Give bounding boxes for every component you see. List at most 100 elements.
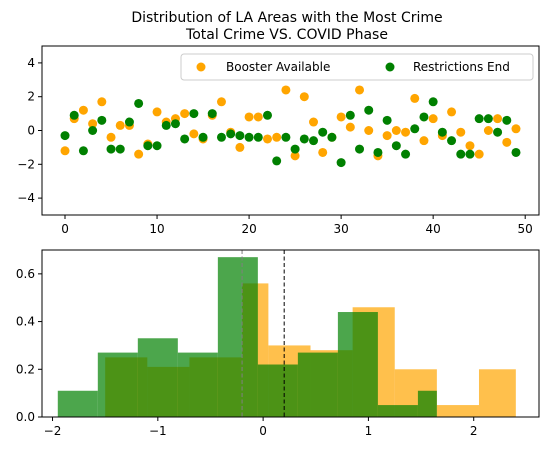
chart-title-line-2: Total Crime VS. COVID Phase (185, 27, 388, 43)
booster-hist-bar (478, 369, 516, 417)
restrictions-point (106, 144, 116, 154)
restrictions-point (511, 147, 521, 157)
restrictions-point (290, 144, 300, 154)
booster-point (299, 92, 309, 102)
restrictions-hist-bar (217, 257, 258, 417)
booster-point (401, 127, 411, 137)
booster-point (253, 112, 263, 122)
booster-point (483, 126, 493, 135)
restrictions-point (345, 110, 355, 120)
booster-point (88, 119, 98, 129)
restrictions-hist-bar (57, 390, 98, 417)
restrictions-point (143, 141, 153, 151)
booster-point (474, 149, 484, 159)
booster-point (493, 114, 503, 124)
booster-point (115, 120, 125, 130)
x-tick-label: −2 (44, 424, 62, 438)
y-tick-label: 0 (27, 124, 35, 138)
restrictions-point (161, 120, 171, 130)
booster-point (382, 131, 392, 141)
booster-point (419, 136, 429, 146)
restrictions-point (318, 127, 328, 137)
restrictions-point (502, 115, 512, 125)
restrictions-point (447, 136, 457, 146)
booster-hist-bar (436, 405, 479, 417)
legend-label-restrictions: Restrictions End (413, 60, 510, 74)
x-tick-label: 1 (365, 424, 373, 438)
restrictions-point (180, 134, 190, 144)
restrictions-point (189, 109, 199, 119)
restrictions-point (401, 149, 411, 159)
restrictions-point (391, 141, 401, 151)
restrictions-hist-bar (297, 352, 338, 417)
restrictions-point (419, 112, 429, 122)
booster-point (216, 97, 226, 107)
restrictions-point (493, 127, 503, 137)
restrictions-point (88, 126, 98, 135)
y-tick-label: −4 (17, 191, 35, 205)
restrictions-point (428, 97, 438, 107)
restrictions-point (216, 132, 226, 142)
restrictions-point (327, 132, 337, 142)
restrictions-hist-bar (417, 390, 437, 417)
scatter-panel: 0 10 20 30 40 50 −4 −2 0 2 4 (17, 45, 540, 236)
restrictions-point (170, 119, 180, 129)
restrictions-point (336, 158, 346, 168)
restrictions-hist-bar (257, 364, 298, 417)
booster-point (281, 85, 291, 95)
restrictions-point (456, 149, 466, 159)
booster-point (235, 142, 245, 152)
restrictions-point (299, 134, 309, 144)
restrictions-point (207, 109, 217, 119)
booster-point (318, 147, 328, 157)
x-tick-label: 0 (259, 424, 267, 438)
x-tick-label: −1 (149, 424, 167, 438)
y-tick-label: 2 (27, 90, 35, 104)
booster-point (189, 129, 199, 139)
histogram-axes-frame (41, 249, 540, 418)
booster-point (355, 85, 365, 95)
booster-point (511, 124, 521, 134)
restrictions-point (97, 115, 107, 125)
booster-point (272, 132, 282, 142)
booster-point (97, 97, 107, 107)
booster-point (410, 93, 420, 103)
restrictions-point (355, 144, 365, 154)
legend-frame (180, 53, 534, 81)
x-tick-label: 30 (333, 222, 348, 236)
booster-point (134, 149, 144, 159)
booster-point (290, 151, 300, 161)
booster-point (180, 109, 190, 119)
restrictions-point (244, 132, 254, 142)
restrictions-point (226, 129, 236, 139)
booster-point (152, 107, 162, 117)
restrictions-point (474, 114, 484, 124)
booster-point (465, 141, 475, 151)
x-tick-label: 20 (241, 222, 256, 236)
legend: Booster Available Restrictions End (180, 53, 534, 81)
x-tick-label: 2 (470, 424, 478, 438)
booster-point (309, 117, 319, 127)
x-tick-label: 10 (149, 222, 164, 236)
x-tick-label: 0 (61, 222, 69, 236)
restrictions-point (235, 131, 245, 141)
restrictions-point (410, 124, 420, 134)
booster-point (262, 134, 272, 144)
histogram-panel: −2 −1 0 1 2 0.0 0.2 0.4 0.6 (16, 249, 540, 438)
booster-point (447, 107, 457, 117)
restrictions-hist-bar (177, 352, 218, 417)
restrictions-point (124, 117, 134, 127)
booster-point (106, 132, 116, 142)
y-tick-label: 0.2 (16, 362, 35, 376)
restrictions-point (152, 141, 162, 151)
restrictions-hist-bar (97, 352, 138, 417)
restrictions-point (309, 136, 319, 146)
restrictions-point (253, 132, 263, 142)
restrictions-point (281, 132, 291, 142)
restrictions-point (262, 110, 272, 120)
booster-point (336, 112, 346, 122)
booster-point (456, 127, 466, 137)
restrictions-point (465, 149, 475, 159)
restrictions-point (78, 146, 88, 156)
